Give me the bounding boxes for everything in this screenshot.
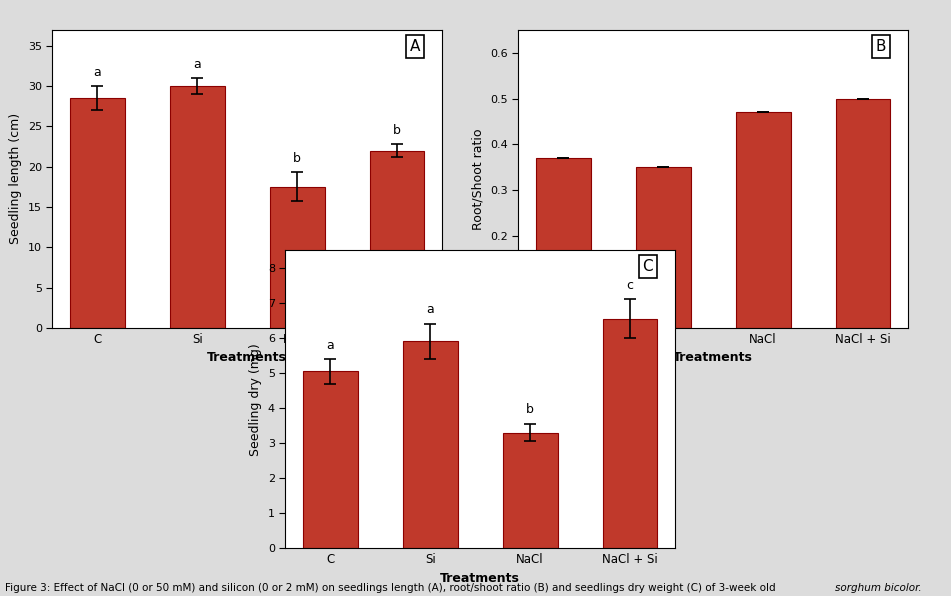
X-axis label: Treatments: Treatments [440,572,520,585]
Y-axis label: Seedling length (cm): Seedling length (cm) [10,113,22,244]
Bar [70,98,125,328]
Bar [270,187,324,328]
Bar [636,167,690,328]
Bar [503,433,557,548]
Bar [736,112,790,328]
Bar [370,151,424,328]
Text: A: A [410,39,420,54]
Text: b: b [293,152,301,165]
Text: a: a [326,339,335,352]
Bar [403,342,457,548]
Text: a: a [426,303,435,316]
Text: b: b [393,124,401,136]
Text: c: c [627,279,633,292]
Text: b: b [526,403,534,417]
Text: a: a [93,66,102,79]
Y-axis label: Root/Shoot ratio: Root/Shoot ratio [472,128,485,229]
Bar [603,319,657,548]
Bar [170,86,224,328]
Text: sorghum bicolor.: sorghum bicolor. [835,583,922,593]
Y-axis label: Seedling dry (mg): Seedling dry (mg) [249,343,262,456]
Bar [303,371,358,548]
Bar [836,98,890,328]
Text: C: C [643,259,653,274]
Bar [536,158,591,328]
Text: B: B [876,39,886,54]
Text: Figure 3: Effect of NaCl (0 or 50 mM) and silicon (0 or 2 mM) on seedlings lengt: Figure 3: Effect of NaCl (0 or 50 mM) an… [5,583,779,593]
X-axis label: Treatments: Treatments [207,351,287,364]
Text: a: a [193,58,202,71]
X-axis label: Treatments: Treatments [673,351,753,364]
